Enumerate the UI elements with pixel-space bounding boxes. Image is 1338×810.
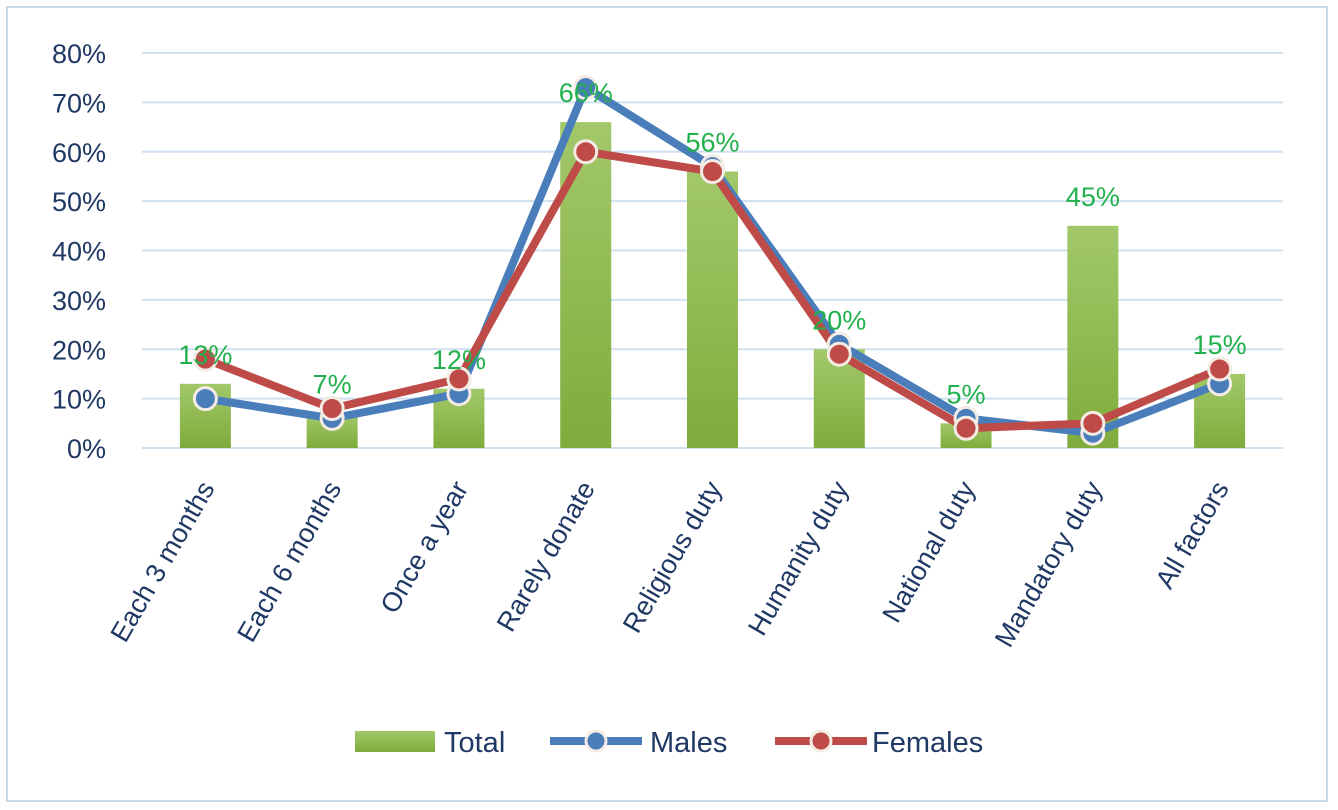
point-males — [573, 75, 599, 101]
legend-marker-females — [809, 729, 833, 753]
data-label: 56% — [685, 128, 739, 158]
legend-swatch-total — [355, 731, 435, 752]
data-label: 7% — [313, 369, 352, 399]
x-tick-label: Each 6 months — [231, 476, 347, 647]
point-females — [1080, 410, 1106, 436]
data-labels: 13% 7% 12% 66% 56% 20% 5% 45% 15% — [178, 78, 1246, 409]
legend-label-females: Females — [872, 727, 983, 759]
data-label: 12% — [432, 345, 486, 375]
legend: Total Males Females — [355, 727, 983, 759]
x-tick-label: Religious duty — [617, 476, 728, 638]
y-tick-label: 20% — [52, 335, 106, 365]
data-label: 5% — [947, 379, 986, 409]
x-tick-label: Mandatory duty — [989, 476, 1108, 653]
line-series — [192, 75, 1233, 446]
legend-label-total: Total — [444, 727, 505, 759]
legend-marker-males — [584, 729, 608, 753]
x-tick-label: Rarely donate — [491, 476, 601, 637]
y-tick-label: 30% — [52, 286, 106, 316]
point-females — [1207, 356, 1233, 382]
y-tick-label: 70% — [52, 88, 106, 118]
data-label: 45% — [1066, 182, 1120, 212]
point-females — [573, 139, 599, 165]
y-tick-label: 60% — [52, 138, 106, 168]
x-axis: Each 3 months Each 6 months Once a year Rar… — [105, 476, 1235, 653]
data-label: 13% — [178, 340, 232, 370]
y-tick-label: 0% — [67, 434, 106, 464]
data-label: 20% — [812, 305, 866, 335]
point-females — [446, 366, 472, 392]
y-tick-label: 10% — [52, 385, 106, 415]
point-males — [192, 386, 218, 412]
y-tick-label: 50% — [52, 187, 106, 217]
data-label: 66% — [559, 78, 613, 108]
point-females — [700, 159, 725, 184]
x-tick-label: National duty — [876, 476, 981, 628]
bar-total — [560, 122, 612, 448]
y-axis: 0% 10% 20% 30% 40% 50% 60% 70% 80% — [52, 39, 106, 464]
x-tick-label: All factors — [1150, 476, 1235, 594]
point-females — [953, 415, 979, 441]
y-tick-label: 80% — [52, 39, 106, 69]
point-females — [319, 396, 345, 421]
bar-total — [687, 171, 738, 448]
point-females — [826, 341, 852, 367]
point-females — [192, 346, 218, 372]
y-tick-label: 40% — [52, 237, 106, 267]
x-tick-label: Each 3 months — [105, 476, 221, 647]
x-tick-label: Once a year — [375, 476, 475, 618]
x-tick-label: Humanity duty — [742, 476, 855, 641]
legend-label-males: Males — [650, 727, 727, 759]
data-label: 15% — [1193, 330, 1247, 360]
